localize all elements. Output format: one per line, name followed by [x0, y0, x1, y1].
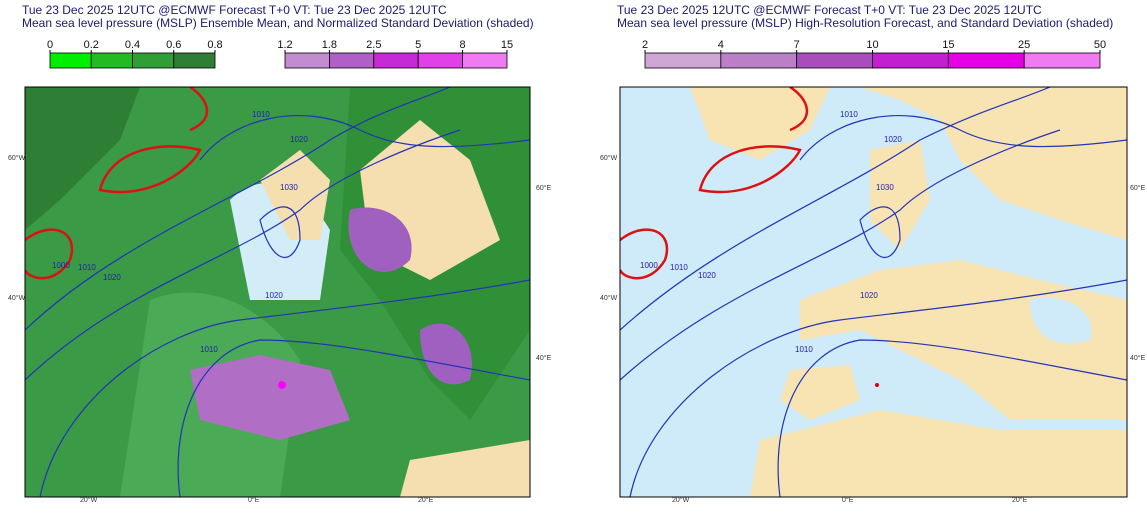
- colorbar-label: 15: [942, 39, 954, 51]
- colorbar-segment: [947, 52, 1025, 69]
- colorbar-segment: [284, 52, 330, 69]
- isobar-label: 1010: [795, 345, 813, 354]
- isobar-label: 1030: [876, 183, 894, 192]
- colorbar-segment: [417, 52, 464, 69]
- colorbar-label: 0.6: [166, 39, 181, 51]
- isobar-label: 1000: [52, 261, 70, 270]
- graticule-label: 40°E: [1130, 354, 1146, 362]
- ensemble-map: [25, 87, 530, 497]
- colorbar-segment: [462, 52, 508, 69]
- colorbar-segment: [644, 52, 722, 69]
- colorbar-segment: [132, 52, 175, 69]
- graticule-label: 40°W: [8, 294, 26, 302]
- panel-title: Tue 23 Dec 2025 12UTC @ECMWF Forecast T+…: [617, 3, 1042, 17]
- colorbar-segment: [49, 52, 92, 69]
- graticule-label: 0°E: [248, 496, 260, 504]
- colorbar-segment: [796, 52, 873, 69]
- colorbar-segment: [373, 52, 419, 69]
- panel-title: Tue 23 Dec 2025 12UTC @ECMWF Forecast T+…: [22, 3, 447, 17]
- isobar-label: 1010: [200, 345, 218, 354]
- isobar-label: 1020: [103, 273, 121, 282]
- graticule-label: 20°E: [1012, 496, 1028, 504]
- colorbar-segment: [720, 52, 798, 69]
- isobar-label: 1020: [698, 271, 716, 280]
- isobar-label: 1010: [670, 263, 688, 272]
- colorbar-label: 0.4: [125, 39, 140, 51]
- isobar-label: 1030: [280, 183, 298, 192]
- colorbar-label: 5: [415, 39, 421, 51]
- map-frame: [619, 86, 1128, 498]
- colorbar-label: 8: [460, 39, 466, 51]
- graticule-label: 60°W: [8, 154, 26, 162]
- graticule-label: 40°W: [600, 294, 618, 302]
- panel-title: Mean sea level pressure (MSLP) High-Reso…: [617, 16, 1113, 30]
- colorbar-label: 2: [642, 39, 648, 51]
- isobar-label: 1010: [840, 110, 858, 119]
- map-frame: [24, 86, 531, 498]
- colorbar-segment: [90, 52, 133, 69]
- colorbar-label: 4: [718, 39, 724, 51]
- colorbar-segment: [173, 52, 216, 69]
- isobar-label: 1020: [860, 291, 878, 300]
- panel-title: Mean sea level pressure (MSLP) Ensemble …: [22, 16, 534, 30]
- isobar-label: 1010: [252, 110, 270, 119]
- graticule-label: 60°W: [600, 154, 618, 162]
- colorbar-label: 2.5: [366, 39, 381, 51]
- graticule-label: 0°E: [842, 496, 854, 504]
- colorbar-label: 10: [866, 39, 878, 51]
- graticule-label: 20°W: [672, 496, 690, 504]
- graticule-label: 60°E: [536, 184, 552, 192]
- graticule-label: 20°E: [418, 496, 434, 504]
- graticule-label: 60°E: [1130, 184, 1146, 192]
- colorbar-label: 7: [794, 39, 800, 51]
- isobar-label: 1010: [78, 263, 96, 272]
- colorbar-segment: [328, 52, 375, 69]
- colorbar-label: 0: [47, 39, 53, 51]
- colorbar-label: 1.8: [322, 39, 337, 51]
- graticule-label: 40°E: [536, 354, 552, 362]
- colorbar-label: 1.2: [277, 39, 292, 51]
- colorbar-label: 15: [501, 39, 513, 51]
- colorbar-segment: [1023, 52, 1101, 69]
- isobar-label: 1020: [265, 291, 283, 300]
- graticule-label: 20°W: [80, 496, 98, 504]
- isobar-label: 1020: [884, 135, 902, 144]
- colorbar-label: 0.8: [207, 39, 222, 51]
- colorbar-label: 25: [1018, 39, 1030, 51]
- colorbar-label: 50: [1094, 39, 1106, 51]
- hres-map: [620, 87, 1127, 497]
- colorbar-segment: [872, 52, 949, 69]
- isobar-label: 1020: [290, 135, 308, 144]
- colorbar-label: 0.2: [84, 39, 99, 51]
- isobar-label: 1000: [640, 261, 658, 270]
